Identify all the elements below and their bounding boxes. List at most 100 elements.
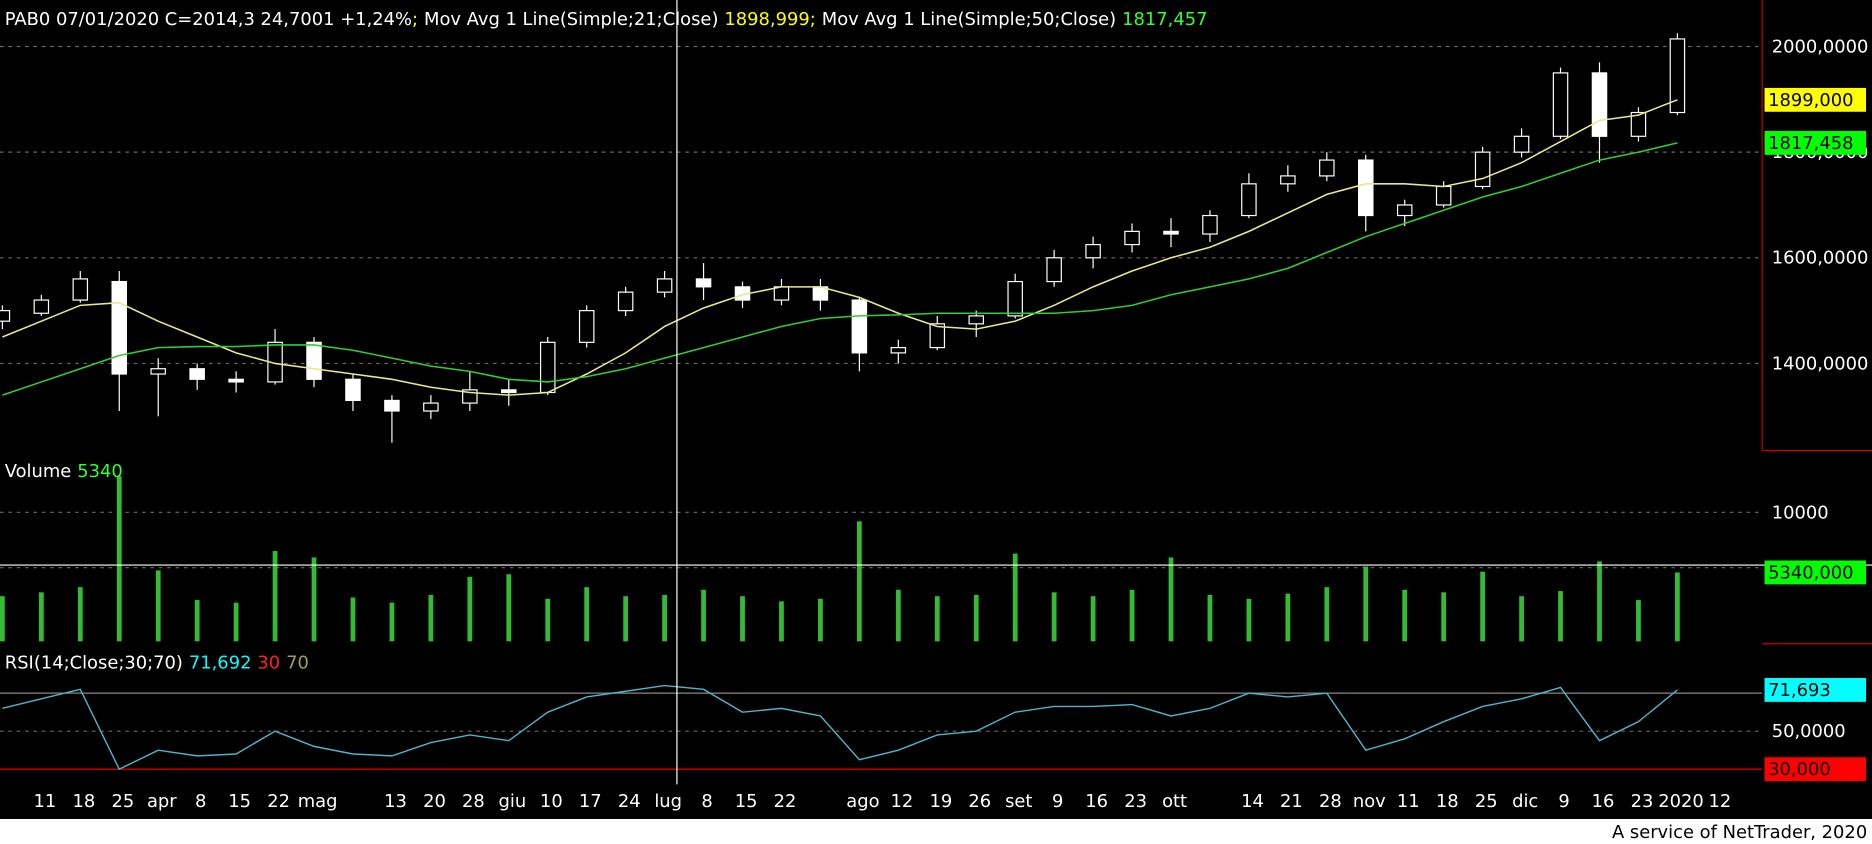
x-tick-label: 25 xyxy=(1475,791,1498,812)
volume-bar xyxy=(77,587,83,642)
rsi-threshold: 30 xyxy=(257,653,280,674)
value-marker-label: 30,000 xyxy=(1768,759,1831,780)
x-tick-label: set xyxy=(1005,791,1032,812)
header-separator: ; xyxy=(412,9,418,30)
x-tick-label: 8 xyxy=(701,791,712,812)
candle-body xyxy=(1163,230,1179,235)
volume-bar xyxy=(233,602,239,642)
volume-bar xyxy=(1090,596,1096,642)
candle-body xyxy=(345,378,361,402)
candle-body xyxy=(695,278,712,288)
legend-entry: Mov Avg 1 Line(Simple;50;Close) xyxy=(822,9,1116,30)
volume-bar xyxy=(1324,587,1330,642)
x-tick-label: 13 xyxy=(384,791,407,812)
legend-entry: Mov Avg 1 Line(Simple;21;Close) xyxy=(424,9,718,30)
volume-bar xyxy=(428,594,434,642)
candle-body xyxy=(890,347,907,354)
candle-body xyxy=(0,310,11,322)
value-marker xyxy=(1764,678,1867,702)
grid-layer xyxy=(0,45,1763,770)
x-tick-label: 23 xyxy=(1124,791,1147,812)
labels-layer: 2000,00001800,00001600,00001400,00001899… xyxy=(34,36,1869,812)
volume-title: Volume xyxy=(5,461,72,482)
candle-body xyxy=(150,368,166,375)
value-marker xyxy=(1764,130,1867,155)
candle-body xyxy=(1319,159,1335,177)
value-marker xyxy=(1764,560,1867,585)
volume-bar xyxy=(272,551,278,642)
candle-body xyxy=(773,286,790,301)
footer-bar xyxy=(0,818,1872,844)
value-marker xyxy=(1764,757,1867,782)
header-title: PAB0 07/01/2020 C=2014,3 24,7001 +1,24% xyxy=(5,9,412,30)
candle-body xyxy=(111,280,128,375)
x-tick-label: 19 xyxy=(929,791,952,812)
volume-bar xyxy=(856,521,862,642)
candle-body xyxy=(1280,175,1296,185)
x-tick-label: apr xyxy=(147,791,177,812)
footer: A service of NetTrader, 2020 xyxy=(1612,822,1867,843)
candle-body xyxy=(72,278,89,301)
volume-bar xyxy=(1129,589,1135,642)
volume-bar xyxy=(467,576,473,642)
candle-body xyxy=(578,310,595,343)
volume-bar xyxy=(545,598,551,642)
volume-bar xyxy=(1558,591,1563,642)
moving-average-line xyxy=(2,142,1678,396)
x-tick-label: ott xyxy=(1162,791,1187,812)
x-tick-label: 17 xyxy=(579,791,602,812)
x-tick-label: 14 xyxy=(1241,791,1264,812)
candle-body xyxy=(1396,204,1413,217)
value-marker-label: 1817,458 xyxy=(1768,133,1853,154)
volume-bar xyxy=(350,597,356,642)
x-tick-label: 22 xyxy=(774,791,797,812)
candle-body xyxy=(1630,111,1647,137)
x-tick-label: 23 xyxy=(1631,791,1654,812)
value-marker-label: 1899,000 xyxy=(1768,90,1853,111)
volume-bar xyxy=(506,574,512,642)
candle-body xyxy=(1202,214,1218,235)
x-tick-label: 11 xyxy=(1397,791,1420,812)
legend-value: 1817,457 xyxy=(1122,9,1207,30)
x-tick-label: 16 xyxy=(1085,791,1108,812)
candle-body xyxy=(1358,159,1374,217)
volume-bar xyxy=(1207,594,1213,642)
x-tick-label: ago xyxy=(846,791,879,812)
x-tick-label: 25 xyxy=(111,791,134,812)
volume-bar xyxy=(1441,592,1447,642)
volume-bar xyxy=(1051,592,1057,642)
x-tick-label: 11 xyxy=(34,791,57,812)
x-tick-label: 26 xyxy=(968,791,991,812)
volume-bar xyxy=(1636,600,1641,642)
volume-bar xyxy=(740,596,745,642)
volume-bar xyxy=(623,596,629,642)
candle-body xyxy=(1591,72,1608,137)
volume-bar xyxy=(701,589,706,642)
volume-bar xyxy=(389,602,395,642)
rsi-threshold: 70 xyxy=(286,653,309,674)
volume-bar xyxy=(895,589,901,642)
candle-body xyxy=(384,399,400,412)
x-tick-label: 18 xyxy=(72,791,95,812)
y-tick-label: 10000 xyxy=(1772,502,1829,523)
header-separator: ; xyxy=(810,9,816,30)
volume-bar xyxy=(973,594,979,642)
volume-bar xyxy=(116,476,122,642)
volume-bar xyxy=(818,598,823,642)
volume-bar xyxy=(1285,593,1291,642)
rsi-value: 71,692 xyxy=(189,653,252,674)
x-tick-label: 21 xyxy=(1280,791,1303,812)
volume-bar xyxy=(155,570,161,642)
volume-bar xyxy=(1168,557,1174,642)
volume-bar xyxy=(779,601,784,642)
candle-body xyxy=(1474,151,1491,188)
volume-bar xyxy=(38,592,44,642)
volume-bar xyxy=(662,594,667,642)
x-tick-label: 9 xyxy=(1558,791,1569,812)
x-tick-label: 18 xyxy=(1436,791,1459,812)
candle-body xyxy=(1669,38,1686,114)
x-tick-label: dic xyxy=(1512,791,1538,812)
candle-body xyxy=(1085,243,1101,259)
